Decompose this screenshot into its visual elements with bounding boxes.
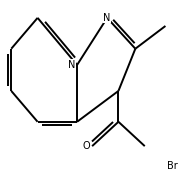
Text: N: N [68,60,75,70]
Text: O: O [83,141,90,151]
Text: Br: Br [167,161,178,170]
Text: N: N [103,13,111,23]
